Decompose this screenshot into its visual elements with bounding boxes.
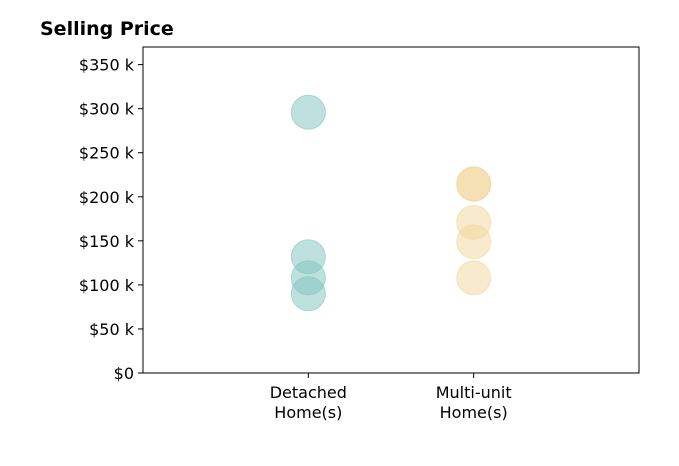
- y-tick-label: $50 k: [89, 320, 135, 339]
- data-point: [456, 260, 492, 296]
- marks-layer: [290, 94, 492, 312]
- chart-title: Selling Price: [40, 18, 174, 40]
- plot-frame: [142, 46, 640, 374]
- y-tick-label: $0: [114, 364, 134, 383]
- data-point: [456, 166, 492, 202]
- axes-layer: $0 $50 k $100 k $150 k $200 k $250 k $300 k $35…: [79, 46, 640, 422]
- y-tick-label: $150 k: [79, 232, 135, 251]
- data-point: [290, 276, 326, 312]
- y-tick-label: $250 k: [79, 144, 135, 163]
- y-tick-label: $350 k: [79, 56, 135, 75]
- x-tick-label: Multi-unit Home(s): [436, 383, 512, 422]
- y-tick-label: $300 k: [79, 100, 135, 119]
- data-point: [290, 94, 326, 130]
- y-tick-label: $100 k: [79, 276, 135, 295]
- data-point: [456, 224, 492, 260]
- x-tick-label: Detached Home(s): [270, 383, 347, 422]
- y-tick-label: $200 k: [79, 188, 135, 207]
